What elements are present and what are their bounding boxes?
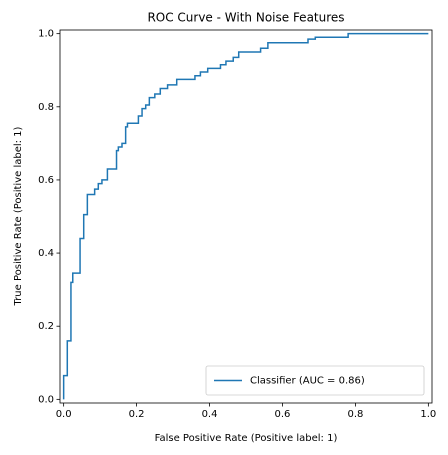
y-tick-label: 0.6 [38, 175, 54, 186]
y-tick-label: 1.0 [38, 29, 54, 40]
y-tick-label: 0.8 [38, 102, 54, 113]
x-tick-label: 1.0 [420, 409, 436, 420]
x-tick-label: 0.2 [129, 409, 145, 420]
chart-title: ROC Curve - With Noise Features [147, 11, 344, 25]
legend-label: Classifier (AUC = 0.86) [250, 376, 365, 387]
axes-frame [59, 29, 433, 404]
y-tick-label: 0.4 [38, 248, 54, 259]
x-tick-label: 0.6 [275, 409, 291, 420]
legend-box [205, 365, 425, 396]
y-tick-label: 0.2 [38, 321, 54, 332]
x-axis-label: False Positive Rate (Positive label: 1) [155, 433, 338, 444]
x-tick-label: 0.0 [56, 409, 72, 420]
roc-line [62, 32, 429, 400]
x-tick-label: 0.4 [202, 409, 218, 420]
x-tick-label: 0.8 [347, 409, 363, 420]
y-tick-label: 0.0 [38, 394, 54, 405]
y-axis-label: True Positive Rate (Positive label: 1) [13, 126, 24, 306]
